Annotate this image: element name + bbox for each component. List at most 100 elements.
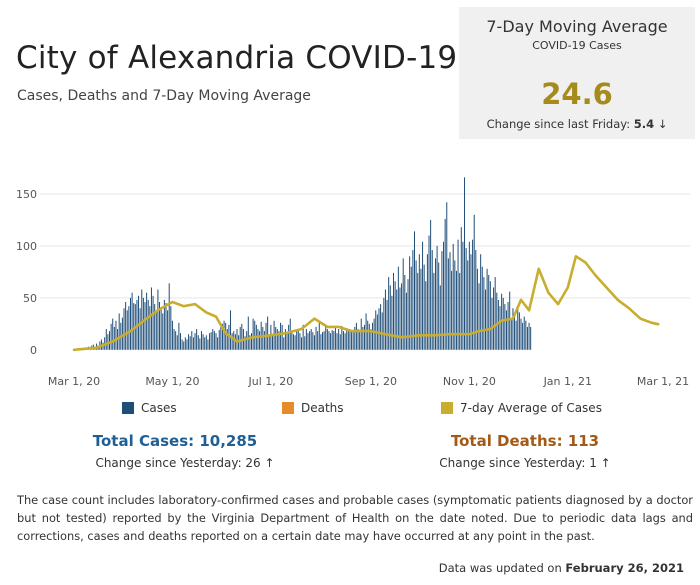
case-bar	[505, 310, 507, 350]
case-bar	[341, 325, 343, 350]
case-bar	[373, 318, 375, 350]
case-bar	[422, 241, 424, 350]
case-bar	[346, 327, 348, 350]
case-bar	[320, 334, 322, 350]
legend-deaths-label: Deaths	[301, 401, 344, 415]
case-bar	[344, 333, 346, 350]
case-bar	[381, 312, 383, 350]
case-bar	[231, 333, 233, 350]
case-bar	[105, 329, 107, 350]
avg-line	[72, 255, 660, 352]
case-bar	[142, 297, 144, 350]
case-bar	[129, 297, 131, 350]
case-bar	[514, 314, 516, 350]
case-bar	[244, 336, 246, 350]
legend-cases[interactable]: Cases	[122, 401, 177, 415]
case-bar	[247, 316, 249, 350]
case-bar	[393, 272, 395, 350]
case-bar	[497, 299, 499, 350]
case-bar	[221, 323, 223, 350]
case-bar	[220, 326, 222, 350]
chart-gridlines	[40, 193, 690, 299]
case-bar	[312, 332, 314, 350]
case-bar	[504, 304, 506, 350]
total-deaths: Total Deaths: 113	[450, 432, 600, 450]
case-bar	[526, 326, 528, 350]
case-bar	[131, 292, 133, 350]
data-note: The case count includes laboratory-confi…	[17, 493, 693, 543]
updated-label: Data was updated on	[438, 561, 562, 575]
x-tick-labels: Mar 1, 20 May 1, 20 Jul 1, 20 Sep 1, 20 Nov …	[48, 375, 689, 388]
case-bar	[330, 333, 332, 350]
case-bar	[271, 335, 273, 350]
case-bar	[109, 331, 111, 350]
page-subtitle: Cases, Deaths and 7-Day Moving Average	[17, 88, 311, 104]
case-bar	[167, 310, 169, 350]
case-bar	[326, 329, 328, 350]
case-bar	[281, 324, 283, 350]
case-bar	[286, 333, 288, 350]
case-bar	[257, 329, 259, 350]
case-bar	[357, 329, 359, 350]
legend-cases-swatch	[122, 402, 134, 414]
x-tick-label: Jul 1, 20	[247, 375, 293, 388]
case-bar	[323, 331, 325, 350]
case-bar	[139, 308, 141, 350]
case-bar	[404, 275, 406, 350]
legend-avg[interactable]: 7-day Average of Cases	[441, 401, 602, 415]
case-bar	[252, 318, 254, 350]
case-bar	[360, 318, 362, 350]
case-bar	[331, 330, 333, 350]
case-bar	[170, 306, 172, 350]
case-bar	[215, 333, 217, 350]
case-bar	[447, 258, 449, 350]
case-bar	[354, 326, 356, 350]
case-bar	[488, 275, 490, 350]
case-bar	[333, 331, 335, 350]
case-bar	[476, 268, 478, 350]
case-bar	[380, 304, 382, 350]
case-bar	[428, 235, 430, 350]
cases-chart: 0 50 100 150 Mar 1, 20 May 1, 20 Jul 1, 20 Sep…	[16, 177, 690, 388]
case-bar	[267, 316, 269, 350]
case-bar	[262, 326, 264, 350]
case-bar	[254, 320, 256, 350]
case-bar	[297, 330, 299, 350]
case-bar	[520, 318, 522, 350]
case-bar	[209, 333, 211, 350]
updated-footer: Data was updated on February 26, 2021	[439, 561, 684, 575]
case-bar	[431, 250, 433, 350]
case-bar	[355, 322, 357, 350]
case-bar	[399, 287, 401, 350]
case-bar	[289, 318, 291, 350]
case-bar	[186, 339, 188, 350]
legend-deaths[interactable]: Deaths	[282, 401, 344, 415]
case-bar	[412, 250, 414, 350]
x-tick-label: Sep 1, 20	[345, 375, 397, 388]
case-bar	[263, 331, 265, 350]
case-bar	[352, 331, 354, 350]
y-tick-label: 50	[23, 292, 37, 305]
case-bar	[184, 337, 186, 350]
case-bar	[173, 329, 175, 350]
case-bar	[292, 334, 294, 350]
y-tick-label: 100	[16, 240, 37, 253]
case-bar	[149, 306, 151, 350]
case-bar	[217, 337, 219, 350]
legend-deaths-swatch	[282, 402, 294, 414]
case-bar	[181, 339, 183, 350]
case-bar	[464, 177, 466, 350]
case-bar	[112, 318, 114, 350]
case-bar	[484, 289, 486, 350]
case-bar	[478, 283, 480, 350]
case-bar	[226, 329, 228, 350]
case-bar	[378, 308, 380, 350]
page-title: City of Alexandria COVID-19	[16, 40, 458, 76]
case-bar	[496, 292, 498, 350]
case-bar	[118, 313, 120, 350]
case-bar	[401, 283, 403, 350]
case-bar	[152, 295, 154, 350]
case-bar	[439, 285, 441, 350]
case-bar	[515, 320, 517, 350]
case-bar	[349, 329, 351, 350]
